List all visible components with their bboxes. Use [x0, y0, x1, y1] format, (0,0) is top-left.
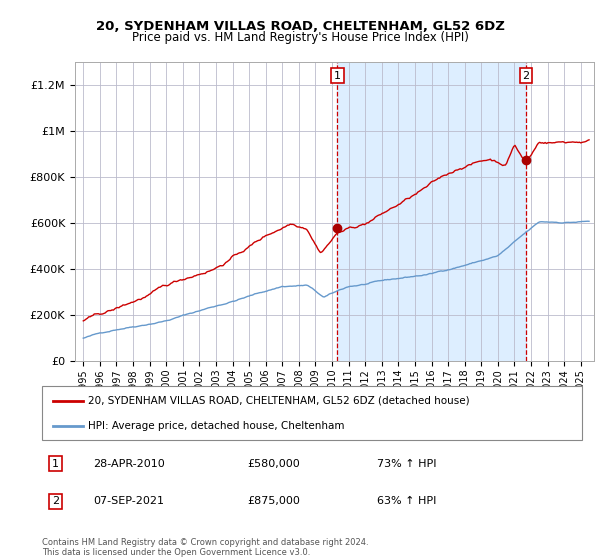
Bar [337, 62, 526, 361]
Text: 1: 1 [334, 71, 341, 81]
Text: 07-SEP-2021: 07-SEP-2021 [94, 496, 164, 506]
Text: Contains HM Land Registry data © Crown copyright and database right 2024.
This d: Contains HM Land Registry data © Crown c… [42, 538, 368, 557]
Text: 20, SYDENHAM VILLAS ROAD, CHELTENHAM, GL52 6DZ: 20, SYDENHAM VILLAS ROAD, CHELTENHAM, GL… [95, 20, 505, 32]
Text: £875,000: £875,000 [247, 496, 300, 506]
Text: HPI: Average price, detached house, Cheltenham: HPI: Average price, detached house, Chel… [88, 421, 344, 431]
Text: 2: 2 [522, 71, 529, 81]
Text: 63% ↑ HPI: 63% ↑ HPI [377, 496, 436, 506]
Text: 1: 1 [52, 459, 59, 469]
Text: 20, SYDENHAM VILLAS ROAD, CHELTENHAM, GL52 6DZ (detached house): 20, SYDENHAM VILLAS ROAD, CHELTENHAM, GL… [88, 396, 470, 406]
FancyBboxPatch shape [42, 386, 582, 440]
Text: 2: 2 [52, 496, 59, 506]
Text: £580,000: £580,000 [247, 459, 300, 469]
Text: Price paid vs. HM Land Registry's House Price Index (HPI): Price paid vs. HM Land Registry's House … [131, 31, 469, 44]
Text: 28-APR-2010: 28-APR-2010 [94, 459, 165, 469]
Text: 73% ↑ HPI: 73% ↑ HPI [377, 459, 436, 469]
